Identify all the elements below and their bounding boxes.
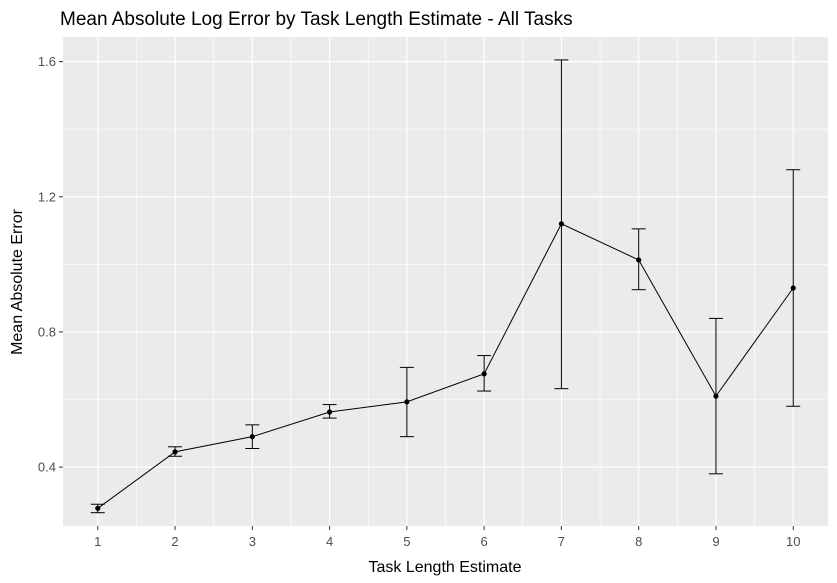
x-tick-label: 1	[94, 534, 101, 549]
x-tick-label: 7	[558, 534, 565, 549]
data-point	[558, 221, 565, 227]
minor-gridlines	[63, 37, 828, 526]
x-tick-label: 4	[326, 534, 333, 549]
x-tick-label: 3	[249, 534, 256, 549]
x-tick-label: 5	[403, 534, 410, 549]
chart-title: Mean Absolute Log Error by Task Length E…	[60, 9, 573, 30]
y-tick-label: 1.2	[38, 189, 56, 204]
data-point	[636, 257, 642, 263]
data-point	[404, 399, 410, 405]
y-axis: 0.4 0.8 1.2 1.6	[38, 54, 63, 475]
data-point	[790, 285, 796, 291]
data-point	[172, 449, 178, 455]
y-tick-label: 0.8	[38, 324, 56, 339]
y-axis-title: Mean Absolute Error	[9, 208, 26, 355]
x-tick-label: 6	[481, 534, 488, 549]
data-points	[95, 221, 796, 511]
series-line	[97, 223, 794, 509]
x-tick-label: 2	[171, 534, 178, 549]
data-point	[95, 505, 101, 511]
y-tick-label: 1.6	[38, 54, 56, 69]
x-axis: 1 2 3 4 5 6 7 8 9 10	[94, 526, 800, 549]
x-tick-label: 8	[635, 534, 642, 549]
data-point	[713, 393, 719, 399]
y-tick-label: 0.4	[38, 460, 56, 475]
data-point	[249, 434, 255, 440]
x-axis-title: Task Length Estimate	[369, 559, 522, 576]
data-point	[481, 371, 487, 377]
data-point	[326, 409, 333, 415]
x-tick-label: 9	[712, 534, 719, 549]
x-tick-label: 10	[786, 534, 800, 549]
